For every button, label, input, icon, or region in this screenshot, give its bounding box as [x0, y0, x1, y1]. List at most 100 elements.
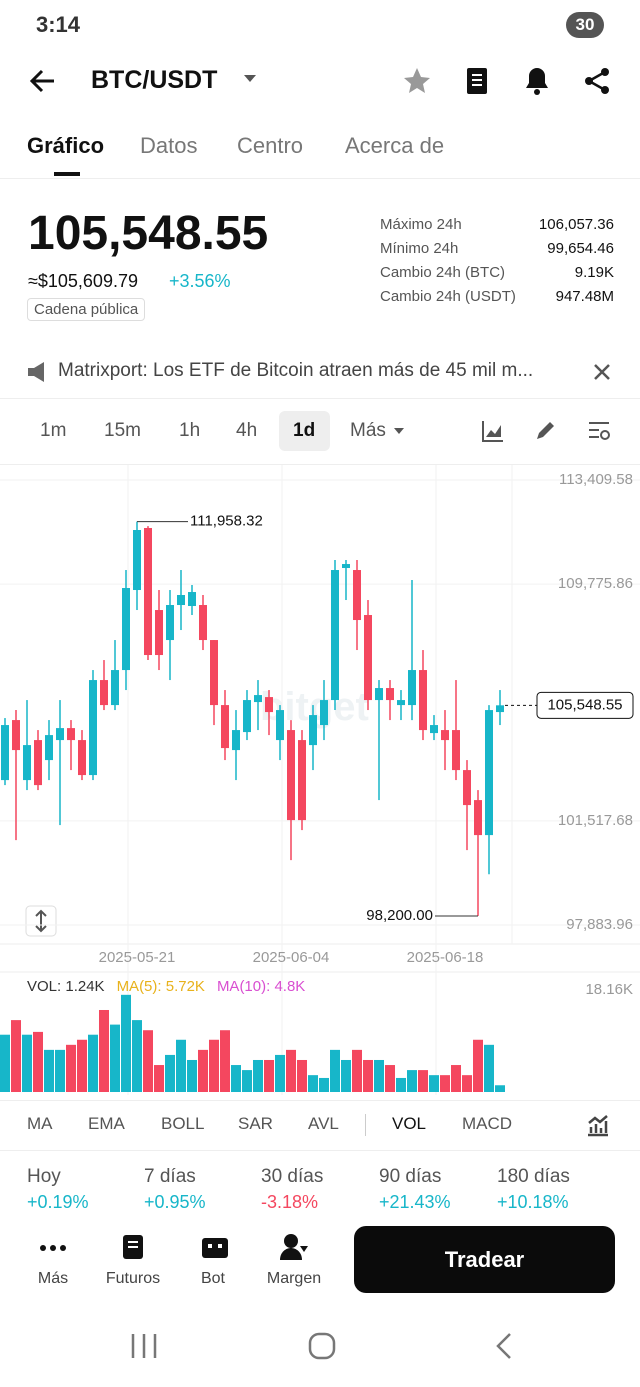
- interval[interactable]: 1m: [40, 420, 67, 441]
- candle-body: [199, 605, 207, 641]
- candle-body: [166, 605, 174, 641]
- candle-body: [111, 670, 119, 706]
- indicator[interactable]: SAR: [238, 1114, 273, 1133]
- battery: 30: [566, 12, 604, 38]
- performance-value: +21.43%: [379, 1192, 451, 1212]
- volume-bar: [110, 1024, 120, 1092]
- interval[interactable]: 1d: [293, 420, 316, 441]
- x-tick-label: 2025-06-18: [407, 949, 484, 966]
- interval[interactable]: 4h: [236, 420, 258, 441]
- candle-body: [45, 735, 53, 761]
- divider: [0, 178, 640, 179]
- low-label: 98,200.00: [366, 907, 433, 924]
- candle-body: [320, 700, 328, 726]
- indicator[interactable]: AVL: [308, 1114, 339, 1133]
- volume-bar: [308, 1075, 318, 1092]
- volume-bar: [462, 1075, 472, 1092]
- volume-tick-label: 18.16K: [585, 981, 633, 998]
- interval[interactable]: Más: [350, 420, 386, 441]
- volume-bar: [495, 1085, 505, 1092]
- reset-button[interactable]: [25, 905, 57, 937]
- candle-body: [34, 740, 42, 786]
- performance-label: 180 días: [497, 1166, 570, 1187]
- y-tick-label: 113,409.58: [559, 471, 633, 488]
- volume-bar: [231, 1065, 241, 1092]
- volume-bar: [396, 1077, 406, 1092]
- alert-icon[interactable]: [522, 64, 552, 96]
- indicator[interactable]: BOLL: [161, 1114, 205, 1133]
- y-tick-label: 97,883.96: [566, 916, 633, 933]
- nav-label[interactable]: Bot: [200, 1270, 225, 1287]
- pair-title[interactable]: BTC/USDT: [91, 66, 218, 94]
- tab[interactable]: Centro: [237, 133, 304, 158]
- volume-bar: [473, 1039, 483, 1092]
- candle-body: [496, 705, 504, 713]
- stat-label: Cambio 24h (USDT): [380, 288, 516, 305]
- candle-body: [1, 725, 9, 781]
- stat-value: 947.48M: [555, 288, 614, 305]
- volume-bar: [264, 1059, 274, 1092]
- indicator[interactable]: MA: [27, 1114, 53, 1133]
- candle-body: [408, 670, 416, 706]
- favorite-icon[interactable]: [402, 66, 432, 96]
- volume-bar: [33, 1031, 43, 1092]
- tab[interactable]: Datos: [140, 133, 198, 158]
- nav-label[interactable]: Futuros: [105, 1270, 161, 1287]
- performance-value: +0.19%: [27, 1192, 89, 1212]
- performance-label: Hoy: [27, 1166, 61, 1187]
- interval-selected: [279, 411, 330, 451]
- indicator[interactable]: EMA: [88, 1114, 125, 1133]
- share-icon[interactable]: [582, 66, 612, 96]
- dropdown-icon: [244, 75, 256, 82]
- settings-icon[interactable]: [587, 419, 611, 443]
- draw-icon[interactable]: [534, 419, 558, 443]
- candle-body: [89, 680, 97, 776]
- bot-icon[interactable]: [200, 1233, 230, 1261]
- more-icon[interactable]: [38, 1236, 68, 1260]
- candle-body: [441, 730, 449, 741]
- volume-legend: MA(10): 4.8K: [217, 978, 305, 995]
- volume-bar: [407, 1070, 417, 1092]
- margin-icon[interactable]: [278, 1232, 310, 1262]
- chart-type-icon[interactable]: [481, 419, 505, 443]
- trade-button[interactable]: Tradear: [354, 1226, 615, 1293]
- news-text[interactable]: Matrixport: Los ETF de Bitcoin atraen má…: [58, 360, 534, 381]
- volume-bar: [198, 1049, 208, 1092]
- candle-body: [100, 680, 108, 706]
- nav-label[interactable]: Margen: [266, 1270, 322, 1287]
- indicator-settings[interactable]: [586, 1113, 610, 1137]
- volume-bar: [220, 1030, 230, 1092]
- tab[interactable]: Acerca de: [345, 133, 445, 158]
- last-price-box: [536, 691, 634, 719]
- system-nav: [131, 1332, 511, 1360]
- last-price-label: 105,548.55: [547, 696, 622, 713]
- volume-bar: [154, 1065, 164, 1092]
- badge[interactable]: Cadena pública: [27, 298, 146, 321]
- volume-legend: VOL: 1.24K: [27, 978, 105, 995]
- volume-legend: MA(5): 5.72K: [117, 978, 205, 995]
- back-button[interactable]: [28, 66, 58, 96]
- usd-price: ≈$105,609.79: [28, 271, 138, 291]
- candle-body: [452, 730, 460, 771]
- candle-body: [12, 720, 20, 751]
- candle-body: [353, 570, 361, 621]
- stat-label: Cambio 24h (BTC): [380, 264, 506, 281]
- candle-body: [78, 740, 86, 776]
- volume-bar: [385, 1065, 395, 1092]
- volume-bar: [253, 1059, 263, 1092]
- notes-icon[interactable]: [464, 66, 490, 96]
- candle-body: [309, 715, 317, 746]
- indicator[interactable]: VOL: [392, 1114, 427, 1133]
- candle-body: [276, 710, 284, 741]
- close-icon[interactable]: [592, 362, 612, 382]
- volume-bar: [209, 1039, 219, 1092]
- futures-icon[interactable]: [120, 1233, 146, 1261]
- volume-bar: [374, 1059, 384, 1092]
- nav-label[interactable]: Más: [37, 1270, 69, 1287]
- indicator-divider: [365, 1114, 366, 1136]
- interval[interactable]: 15m: [104, 420, 141, 441]
- stat-value: 9.19K: [574, 264, 614, 281]
- tab[interactable]: Gráfico: [27, 133, 105, 158]
- indicator[interactable]: MACD: [462, 1114, 513, 1133]
- interval[interactable]: 1h: [179, 420, 201, 441]
